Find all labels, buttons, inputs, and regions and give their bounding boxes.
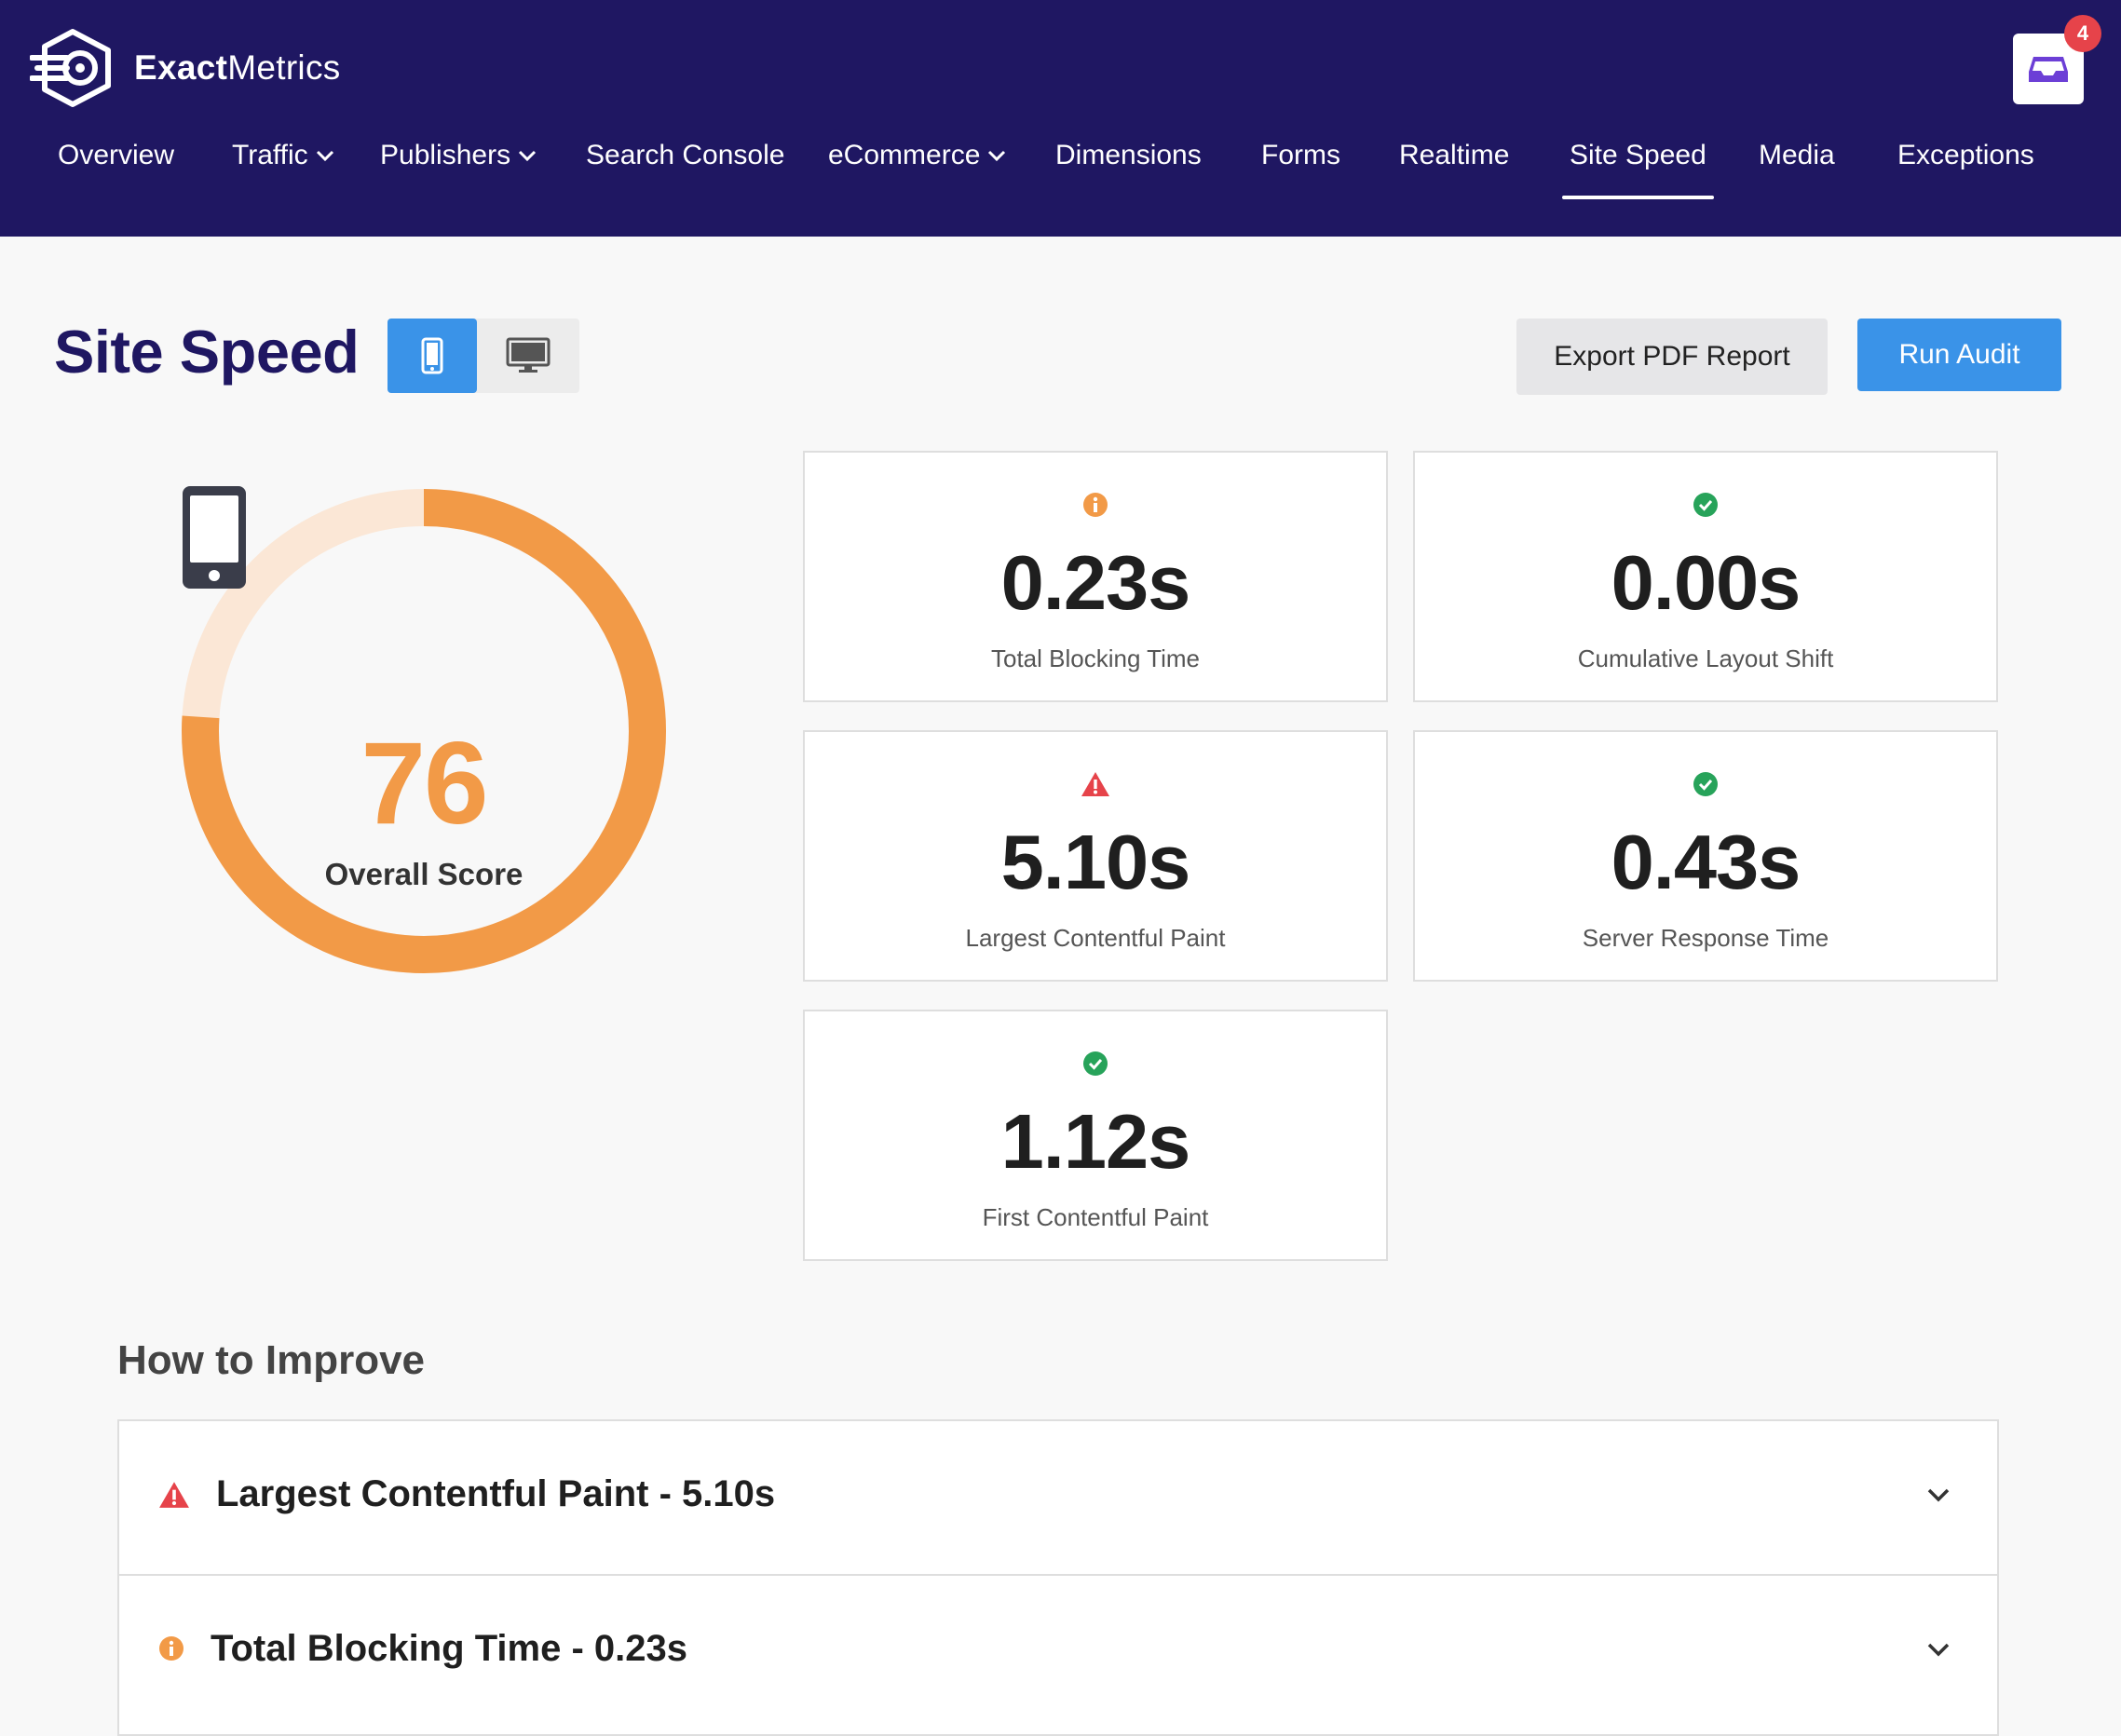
device-toggle [387, 319, 579, 393]
nav-item-realtime[interactable]: Realtime [1399, 140, 1510, 170]
brand-name: ExactMetrics [134, 48, 341, 87]
mobile-icon [183, 486, 246, 589]
chevron-down-icon[interactable] [1926, 1486, 1951, 1503]
metric-value: 0.00s [1611, 539, 1801, 626]
nav-item-publishers[interactable]: Publishers [380, 138, 537, 203]
nav-item-overview[interactable]: Overview [58, 140, 175, 170]
chevron-down-icon [316, 150, 333, 162]
nav-item-search-console[interactable]: Search Console [586, 140, 785, 170]
warning-icon [159, 1482, 189, 1508]
check-circle-icon [1693, 772, 1718, 796]
overall-score-value: 76 [360, 719, 488, 848]
nav-item-dimensions[interactable]: Dimensions [1055, 140, 1202, 170]
metric-card-first-contentful-paint: 1.12s First Contentful Paint [803, 1010, 1388, 1261]
improve-accordion: Largest Contentful Paint - 5.10s Total B… [117, 1419, 1999, 1736]
improve-item-label: Largest Contentful Paint - 5.10s [216, 1473, 776, 1514]
check-circle-icon [1693, 493, 1718, 517]
improve-item-total-blocking-time[interactable]: Total Blocking Time - 0.23s [119, 1574, 1997, 1727]
metric-label: Total Blocking Time [991, 644, 1200, 672]
export-pdf-report-button[interactable]: Export PDF Report [1516, 319, 1828, 395]
nav-item-site-speed[interactable]: Site Speed [1562, 138, 1714, 203]
desktop-view-button[interactable] [477, 319, 579, 393]
metric-value: 1.12s [1000, 1098, 1191, 1185]
score-ring-fill [182, 489, 666, 973]
desktop-icon [506, 337, 551, 373]
score-ring [182, 489, 666, 973]
nav-item-traffic[interactable]: Traffic [232, 138, 334, 203]
metric-label: Largest Contentful Paint [965, 924, 1226, 952]
nav-item-forms[interactable]: Forms [1261, 140, 1340, 170]
info-icon [159, 1636, 184, 1661]
warning-icon [1081, 772, 1109, 796]
info-icon [1083, 493, 1108, 517]
overall-score-label: Overall Score [324, 857, 523, 891]
nav-item-ecommerce[interactable]: eCommerce [828, 138, 1006, 203]
mobile-view-button[interactable] [387, 319, 477, 393]
top-header: ExactMetrics 4 Overview Traffic Publishe… [0, 0, 2121, 237]
notifications-button[interactable] [2013, 34, 2084, 104]
metric-card-server-response-time: 0.43s Server Response Time [1413, 730, 1998, 982]
main-nav: Overview Traffic Publishers Search Conso… [0, 138, 2121, 203]
check-circle-icon [1083, 1051, 1108, 1076]
metric-label: First Contentful Paint [982, 1203, 1209, 1231]
nav-item-exceptions[interactable]: Exceptions [1897, 140, 2034, 170]
brand-logo[interactable]: ExactMetrics [30, 28, 341, 108]
metric-value: 5.10s [1000, 819, 1191, 905]
chevron-down-icon [988, 150, 1006, 162]
metric-value: 0.43s [1611, 819, 1801, 905]
chevron-down-icon[interactable] [1926, 1641, 1951, 1658]
improve-item-largest-contentful-paint[interactable]: Largest Contentful Paint - 5.10s [119, 1421, 1997, 1574]
metric-label: Cumulative Layout Shift [1577, 644, 1834, 672]
notification-badge: 4 [2064, 15, 2101, 52]
metric-value: 0.23s [1000, 539, 1191, 626]
inbox-icon [2029, 57, 2068, 82]
improve-item-label: Total Blocking Time - 0.23s [211, 1628, 687, 1669]
overall-score-gauge: 76 Overall Score [177, 484, 671, 978]
metric-card-largest-contentful-paint: 5.10s Largest Contentful Paint [803, 730, 1388, 982]
mobile-icon [421, 337, 443, 374]
page-title: Site Speed [54, 318, 360, 386]
metric-label: Server Response Time [1582, 924, 1829, 952]
metric-card-total-blocking-time: 0.23s Total Blocking Time [803, 451, 1388, 702]
how-to-improve-heading: How to Improve [117, 1337, 426, 1383]
chevron-down-icon [519, 150, 537, 162]
exactmetrics-logo-icon [30, 29, 111, 107]
metric-card-cumulative-layout-shift: 0.00s Cumulative Layout Shift [1413, 451, 1998, 702]
run-audit-button[interactable]: Run Audit [1857, 319, 2061, 391]
nav-item-media[interactable]: Media [1759, 140, 1835, 170]
